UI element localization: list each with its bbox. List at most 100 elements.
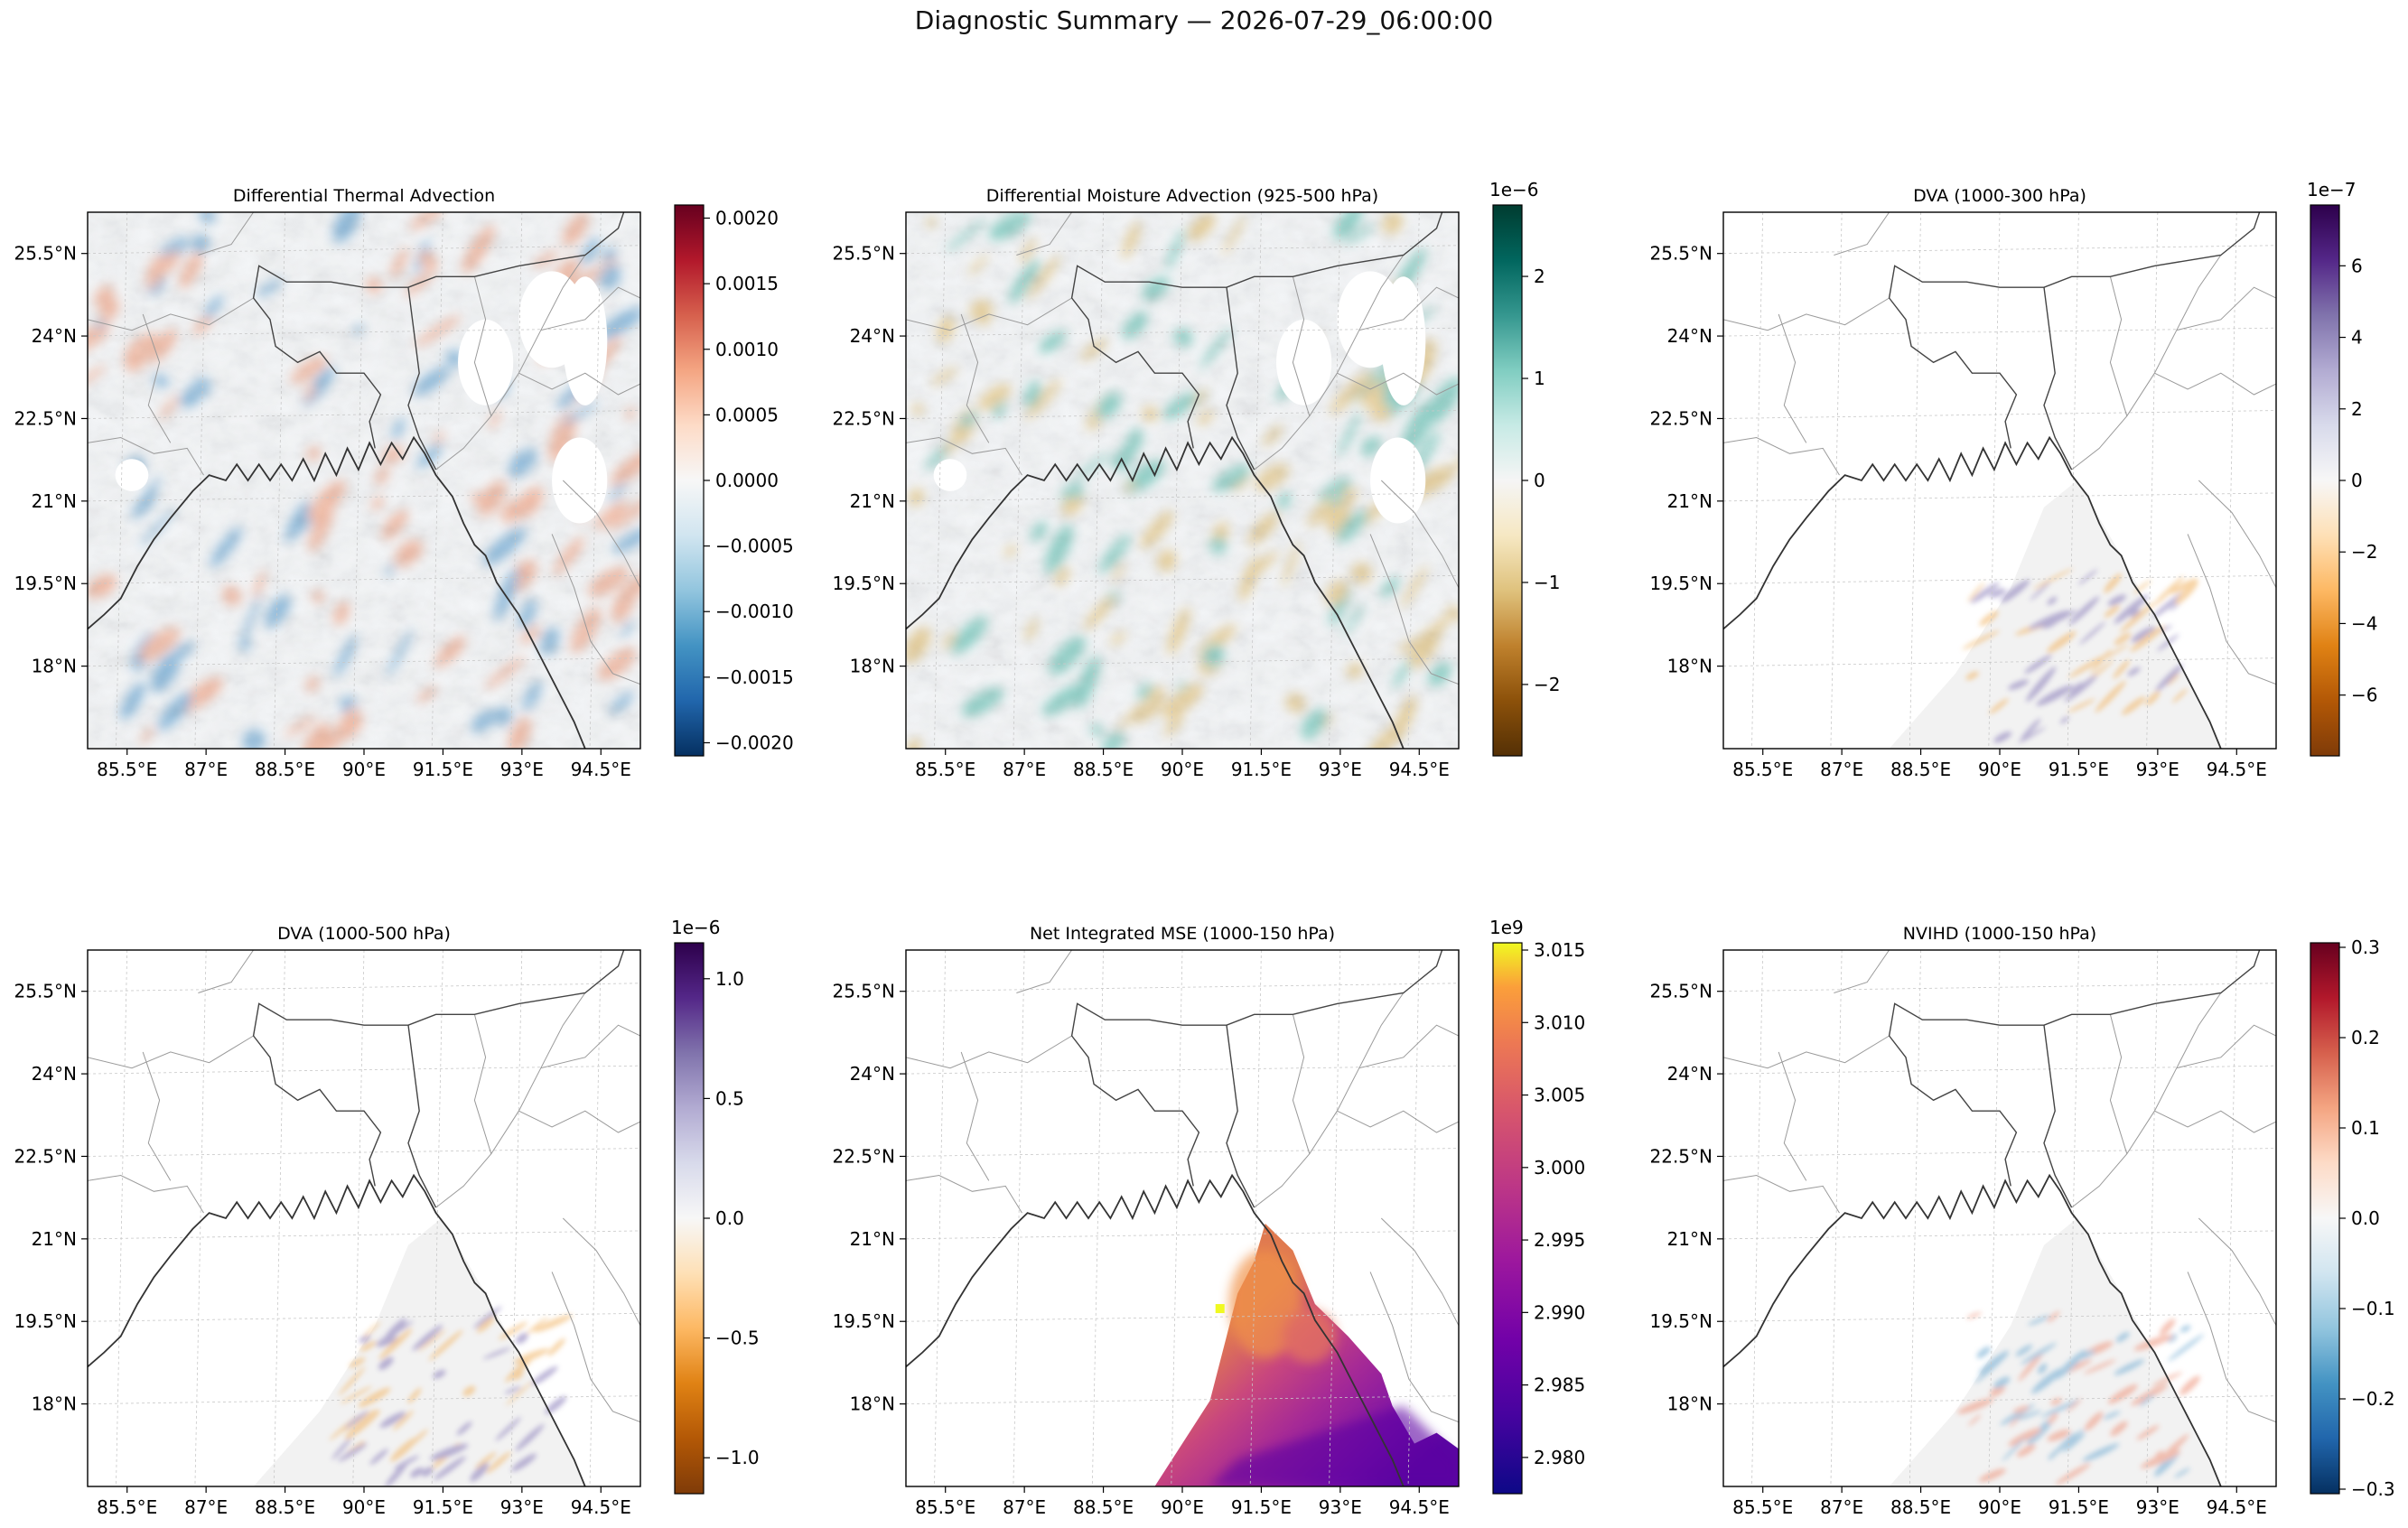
y-tick-label: 22.5°N [833,407,896,429]
colorbar-tick-label: −6 [2351,685,2377,706]
y-tick-label: 19.5°N [14,573,78,594]
colorbar-tick-label: −0.5 [715,1328,760,1349]
map-field-4 [88,950,640,1486]
map-field-1 [88,212,640,749]
x-tick-label: 88.5°E [1890,1496,1951,1518]
colorbar-gradient [1492,204,1523,757]
x-tick-label: 94.5°E [571,1496,631,1518]
map-field-2 [906,212,1459,749]
colorbar-tick-label: −0.0010 [715,601,794,622]
colorbar-tick-label: 0.0015 [715,273,779,294]
colorbar-tick-label: −0.0005 [715,536,794,557]
colorbar-tick-label: 3.005 [1534,1085,1585,1106]
colorbar-tick-label: −0.0015 [715,666,794,688]
coastline [906,1173,1405,1486]
colorbar-tick-label: −4 [2351,612,2377,634]
x-tick-label: 91.5°E [1231,1496,1292,1518]
y-tick-label: 21°N [32,490,77,512]
x-tick-label: 93°E [500,759,544,780]
gridlines [88,212,640,749]
colorbar-tick-label: 2 [2351,398,2363,420]
country-borders [1070,212,1443,471]
colorbar-gradient [674,204,705,757]
y-tick-label: 18°N [1667,1393,1713,1415]
y-tick-label: 21°N [1667,490,1713,512]
y-tick-label: 22.5°N [833,1145,896,1167]
x-tick-label: 87°E [184,759,228,780]
y-tick-label: 18°N [1667,656,1713,677]
gridlines [88,950,640,1486]
colorbar: 6 4 2 0 −2 −4 −6 1e−7 [2307,179,2377,757]
colorbar-tick-label: −1.0 [715,1447,760,1468]
y-tick-label: 21°N [32,1228,77,1250]
state-boundaries [1723,950,2276,1423]
y-tick-label: 24°N [850,325,895,347]
colorbar-tick-label: 3.015 [1534,939,1585,961]
x-tick-label: 87°E [1820,759,1863,780]
colorbar-tick-label: −0.1 [2351,1298,2395,1319]
colorbar-tick-label: 0.0010 [715,339,779,360]
panel-title: DVA (1000-300 hPa) [1913,186,2086,206]
colorbar-gradient [2310,204,2340,757]
x-tick-label: 93°E [500,1496,544,1518]
coastline [88,1173,586,1486]
state-boundaries [1723,212,2276,685]
gridlines [906,212,1459,749]
x-tick-label: 91.5°E [413,1496,473,1518]
country-borders [1070,950,1443,1208]
colorbar-gradient [2310,942,2340,1495]
colorbar-tick-label: 2.990 [1534,1301,1585,1323]
map-field-5 [906,950,1459,1486]
x-tick-label: 94.5°E [1389,1496,1450,1518]
x-tick-label: 90°E [342,759,386,780]
x-tick-label: 88.5°E [255,759,315,780]
x-tick-label: 90°E [1161,1496,1204,1518]
y-tick-label: 24°N [32,1063,77,1085]
x-tick-label: 94.5°E [1389,759,1450,780]
colorbar-tick-label: 0.0 [715,1207,744,1229]
colorbar-tick-label: 6 [2351,255,2363,276]
x-tick-label: 87°E [184,1496,228,1518]
y-tick-label: 24°N [1667,1063,1713,1085]
coastline [1723,1173,2222,1486]
panel-3: DVA (1000-300 hPa) 85.5°E 87°E 88.5°E 90°E 91… [1650,179,2378,780]
y-tick-label: 25.5°N [14,243,78,265]
colorbar-tick-label: −0.0020 [715,731,794,753]
state-boundaries [88,212,640,685]
coastline [906,435,1405,749]
coastline [1723,435,2222,749]
colorbar-tick-label: 0.0005 [715,404,779,425]
x-tick-label: 85.5°E [97,759,157,780]
colorbar-offset-label: 1e−6 [1489,179,1539,200]
colorbar: 2 1 0 −1 −2 1e−6 [1489,179,1560,757]
x-tick-label: 87°E [1003,759,1046,780]
y-tick-label: 21°N [1667,1228,1713,1250]
panel-2: Differential Moisture Advection (925-500… [833,179,1561,780]
country-borders [252,950,625,1208]
x-tick-label: 90°E [1978,1496,2021,1518]
colorbar-tick-label: 1.0 [715,968,744,990]
y-tick-label: 19.5°N [1650,1310,1713,1332]
panel-1: Differential Thermal Advection 85.5°E 87°E… [14,186,794,780]
x-tick-label: 85.5°E [1732,1496,1793,1518]
colorbar-tick-label: 4 [2351,327,2363,349]
y-tick-label: 22.5°N [14,1145,78,1167]
x-tick-label: 94.5°E [2207,1496,2267,1518]
y-tick-label: 25.5°N [14,981,78,1002]
x-tick-label: 93°E [2136,1496,2179,1518]
colorbar-offset-label: 1e−6 [671,917,721,938]
x-tick-label: 87°E [1820,1496,1863,1518]
x-tick-label: 88.5°E [1073,1496,1134,1518]
y-tick-label: 22.5°N [1650,407,1713,429]
y-tick-label: 18°N [850,1393,895,1415]
colorbar-tick-label: 0.0000 [715,470,779,491]
gridlines [906,950,1459,1486]
colorbar-tick-label: 2 [1534,266,1545,287]
x-tick-label: 93°E [1319,1496,1362,1518]
y-tick-label: 25.5°N [1650,981,1713,1002]
colorbar-tick-label: 0.0020 [715,208,779,229]
colorbar: 0.3 0.2 0.1 0.0 −0.1 −0.2 −0.3 [2310,936,2395,1500]
y-tick-label: 25.5°N [833,243,896,265]
colorbar-gradient [1492,942,1523,1495]
